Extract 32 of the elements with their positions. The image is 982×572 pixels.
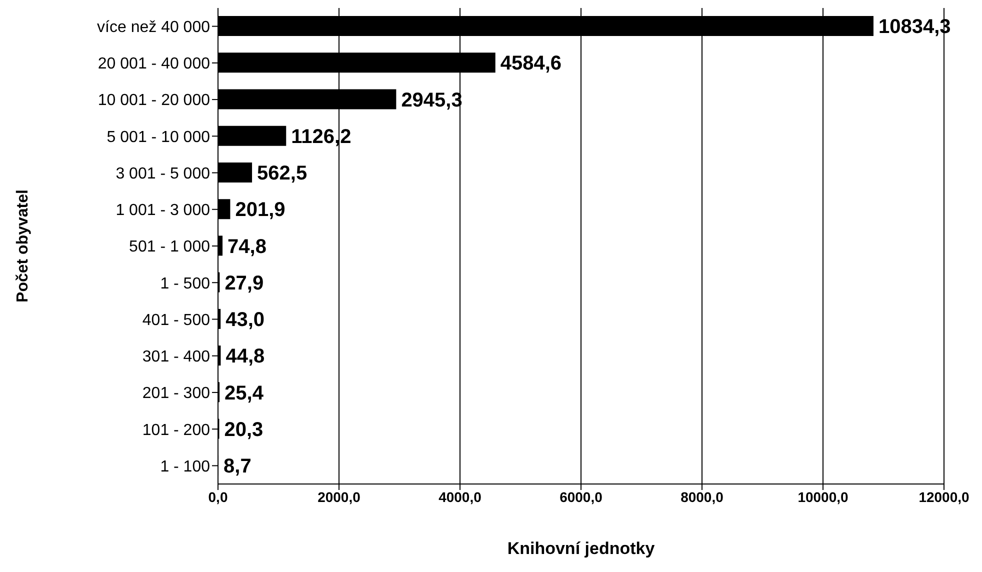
data-label: 27,9 (224, 272, 264, 294)
data-label: 8,7 (224, 455, 252, 478)
y-tick-label: 20 001 - 40 000 (98, 56, 210, 73)
y-tick-label: 1 - 100 (160, 458, 210, 476)
y-tick-label: 501 - 1 000 (129, 238, 210, 256)
y-tick-label: více než 40 000 (97, 18, 210, 36)
data-label: 43,0 (226, 309, 265, 332)
y-tick-label: 1 001 - 3 000 (116, 202, 210, 220)
data-label: 4584,6 (500, 52, 562, 75)
y-tick-label: 301 - 400 (142, 348, 210, 366)
data-label: 562,5 (257, 162, 308, 185)
y-tick-label: 1 - 500 (160, 275, 210, 292)
y-tick-label: 3 001 - 5 000 (116, 165, 210, 182)
data-label: 25,4 (224, 382, 264, 404)
data-label: 20,3 (224, 418, 264, 441)
y-tick-label: 101 - 200 (142, 422, 210, 439)
data-label: 201,9 (235, 199, 286, 222)
x-tick-label: 8000,0 (680, 488, 724, 505)
y-tick-label: 401 - 500 (142, 312, 210, 329)
y-tick-label: 201 - 300 (142, 385, 210, 402)
y-axis-title: Počet obyvatel (14, 190, 32, 302)
x-axis-title: Knihovní jednotky (507, 539, 656, 558)
x-tick-label: 10000,0 (798, 488, 849, 505)
y-tick-label: 5 001 - 10 000 (106, 128, 210, 146)
x-tick-label: 4000,0 (438, 488, 482, 505)
x-tick-label: 0,0 (208, 488, 228, 505)
data-label: 44,8 (226, 346, 265, 368)
x-tick-label: 6000,0 (560, 488, 603, 505)
x-tick-label: 2000,0 (318, 488, 361, 505)
data-label: 74,8 (228, 236, 266, 258)
y-tick-label: 10 001 - 20 000 (98, 92, 210, 110)
x-tick-label: 12000,0 (918, 488, 970, 505)
